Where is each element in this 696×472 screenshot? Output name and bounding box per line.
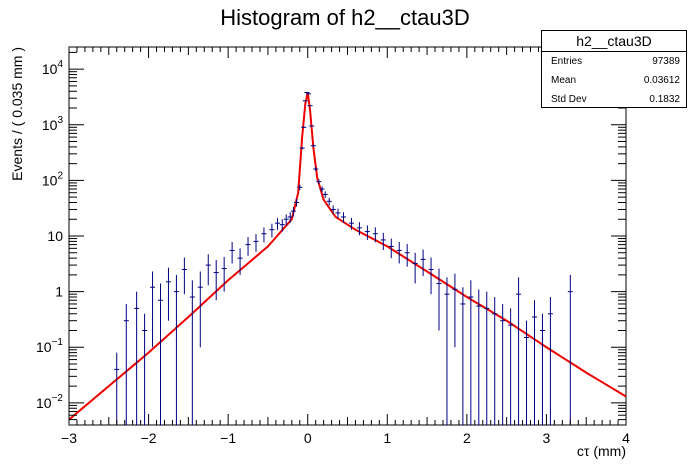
x-axis: −3 −2 −1 0 1 2 3 4: [61, 47, 630, 446]
y-tick-label: 103: [42, 115, 64, 133]
stats-row-mean: Mean 0.03612: [542, 71, 686, 90]
y-tick-label: 10−1: [36, 337, 63, 355]
y-axis: 10−2 10−1 1 10 102 103 104: [36, 51, 626, 421]
stats-mean-value: 0.03612: [643, 75, 680, 86]
stats-row-entries: Entries 97389: [542, 52, 686, 71]
stats-entries-label: Entries: [551, 56, 583, 67]
y-tick-label: 104: [42, 59, 64, 77]
fit-curve: [68, 92, 627, 421]
stats-stddev-value: 0.1832: [649, 94, 680, 105]
chart-title: Histogram of h2__ctau3D: [220, 5, 469, 30]
x-tick-label: −1: [220, 430, 236, 446]
x-axis-label: cτ (mm): [577, 443, 626, 459]
x-tick-label: 0: [304, 430, 312, 446]
y-tick-label: 1: [55, 284, 63, 300]
stats-row-stddev: Std Dev 0.1832: [542, 90, 686, 109]
x-tick-label: −3: [61, 430, 77, 446]
stats-title: h2__ctau3D: [542, 31, 686, 52]
fit-curve-layer: [68, 92, 627, 421]
x-tick-label: 4: [622, 430, 630, 446]
y-axis-label: Events / ( 0.035 mm ): [9, 47, 25, 181]
y-tick-label: 10: [47, 228, 63, 244]
stats-mean-label: Mean: [551, 75, 577, 86]
x-tick-label: 3: [543, 430, 551, 446]
data-points-layer: [114, 92, 573, 425]
x-tick-label: −2: [141, 430, 157, 446]
x-tick-label: 2: [463, 430, 471, 446]
stats-entries-value: 97389: [652, 56, 680, 67]
y-tick-label: 102: [42, 170, 64, 188]
x-tick-label: 1: [383, 430, 391, 446]
stats-box: h2__ctau3D Entries 97389 Mean 0.03612 St…: [541, 30, 687, 108]
y-tick-label: 10−2: [36, 393, 63, 411]
stats-stddev-label: Std Dev: [551, 94, 587, 105]
